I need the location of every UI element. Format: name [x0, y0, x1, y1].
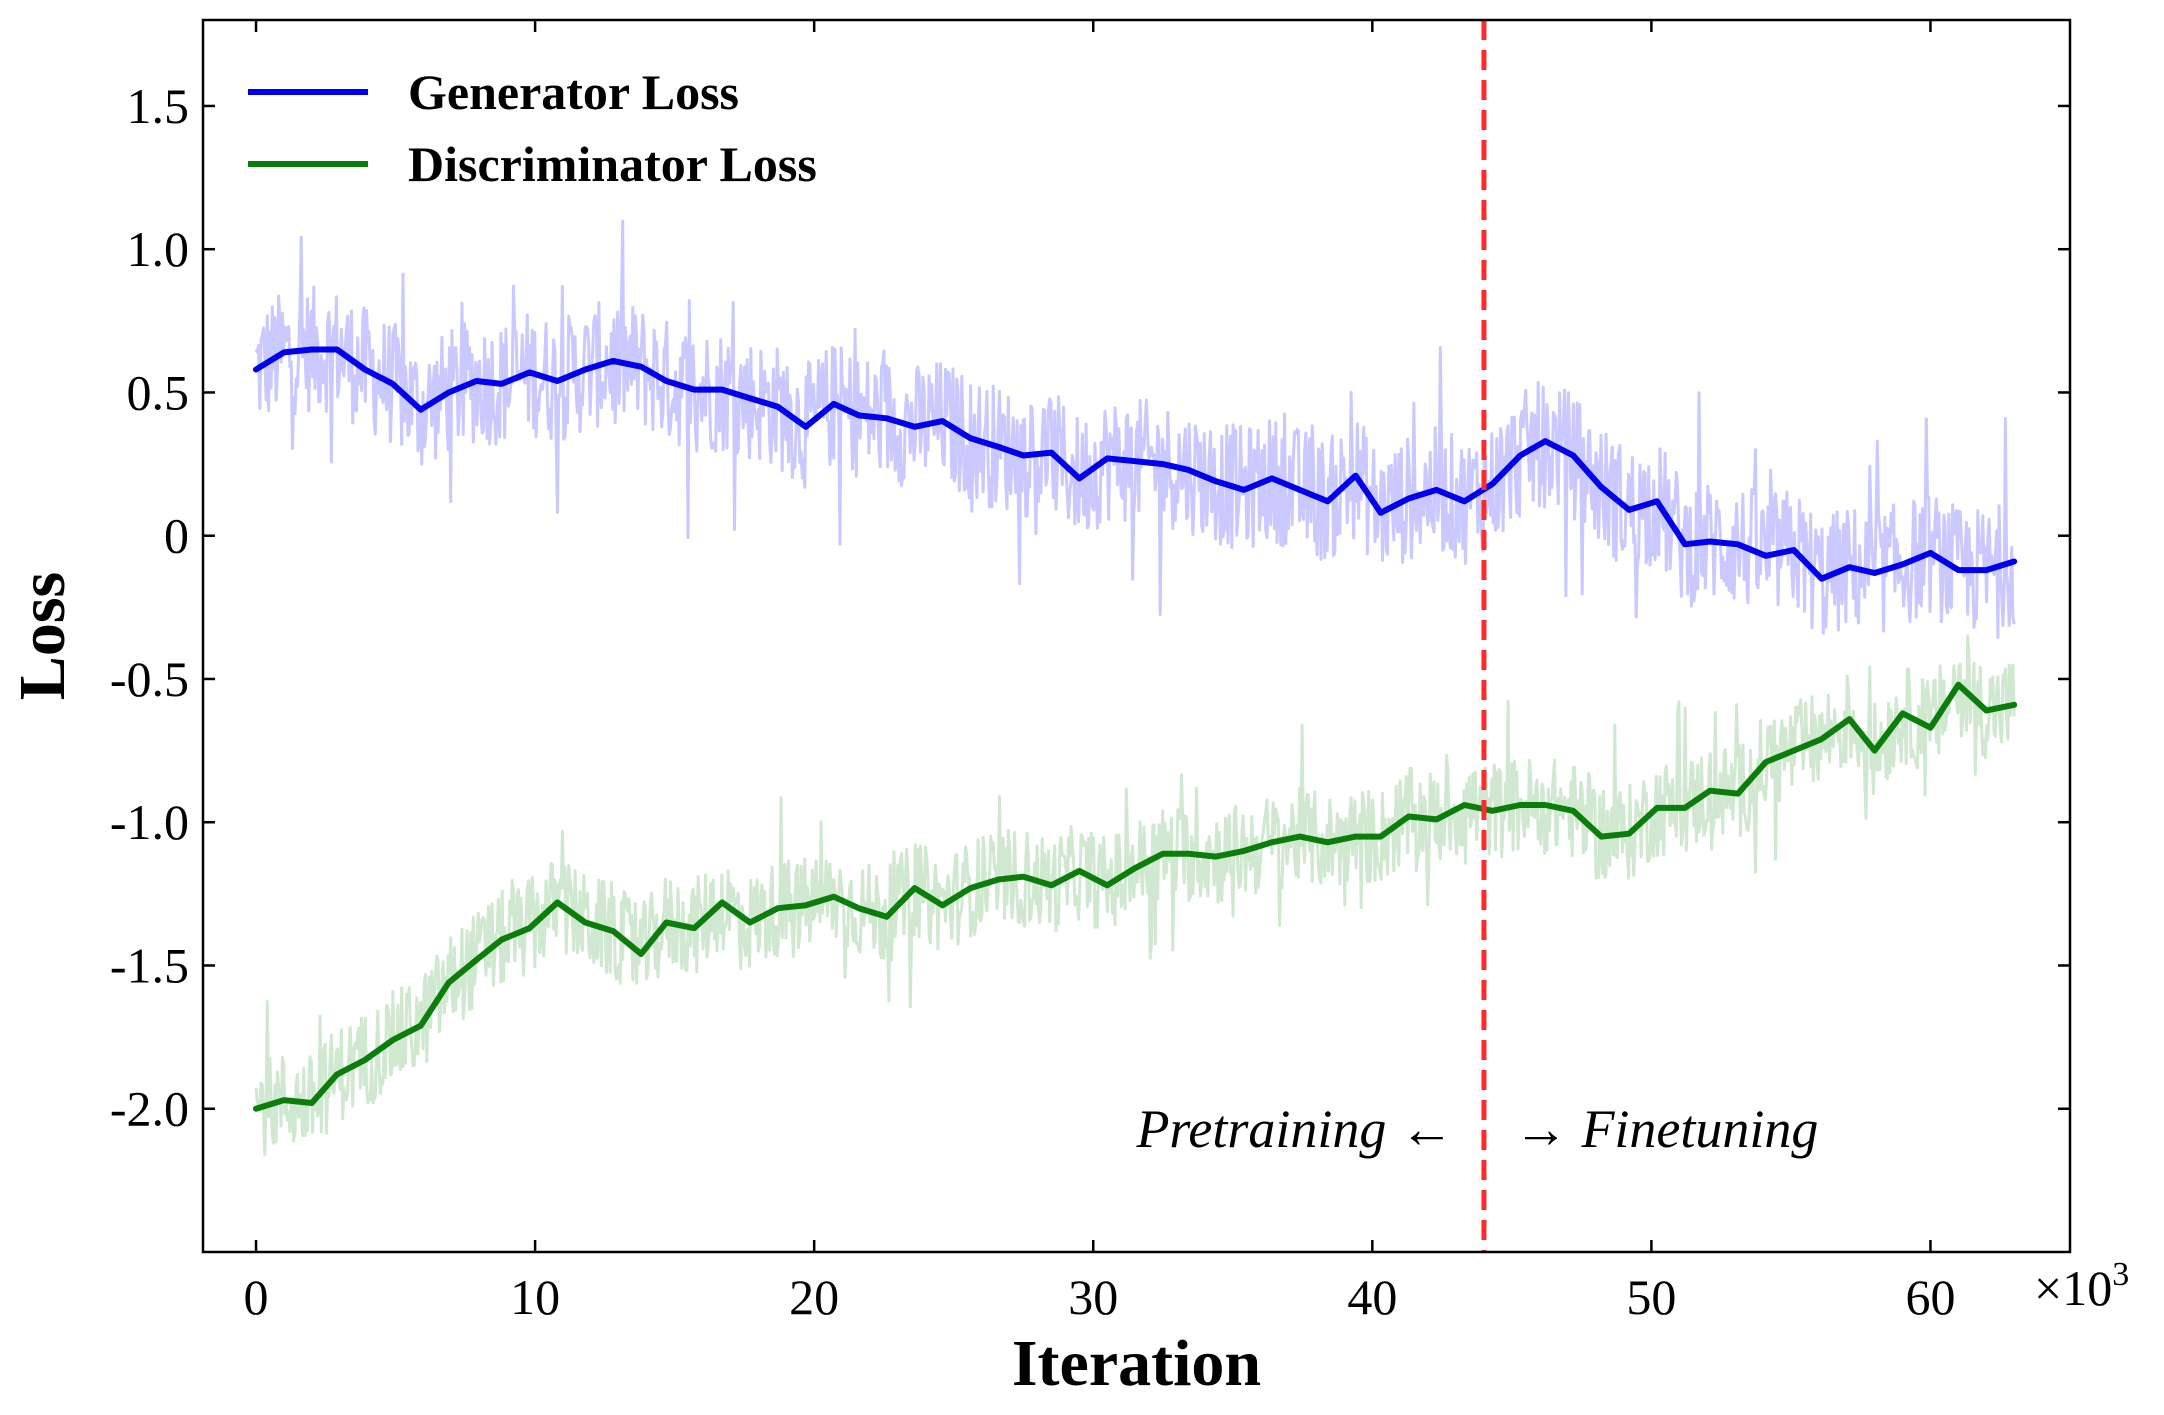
x-tick-label: 60 [1905, 1269, 1955, 1325]
y-tick-label: -1.5 [110, 937, 189, 993]
legend: Generator Loss Discriminator Loss [248, 64, 817, 192]
x-tick-label: 50 [1626, 1269, 1676, 1325]
x-tick-label: 10 [510, 1269, 560, 1325]
x-multiplier-base: ×10 [2034, 1260, 2112, 1316]
y-tick-label: 0.5 [127, 364, 190, 420]
y-tick-label: 1.5 [127, 78, 190, 134]
legend-label-generator: Generator Loss [408, 64, 739, 120]
x-axis-label: Iteration [1012, 1327, 1261, 1400]
x-multiplier-exponent: 3 [2112, 1256, 2129, 1293]
pretraining-annotation: Pretraining ← [1135, 1099, 1454, 1159]
raw-trace-generator [254, 219, 2016, 639]
plot-frame [201, 18, 2072, 1254]
x-tick-label: 20 [789, 1269, 839, 1325]
y-tick-label: 1.0 [127, 221, 190, 277]
x-tick-label: 30 [1068, 1269, 1118, 1325]
y-tick-label: -1.0 [110, 794, 189, 850]
finetuning-annotation: → Finetuning [1514, 1099, 1818, 1159]
raw-trace-discriminator [254, 634, 2016, 1156]
y-tick-label: -0.5 [110, 651, 189, 707]
x-axis-multiplier: ×103 [2034, 1256, 2129, 1316]
noise-bands [254, 219, 2016, 1156]
series-lines [253, 346, 2018, 1112]
x-tick-label: 40 [1347, 1269, 1397, 1325]
legend-label-discriminator: Discriminator Loss [408, 136, 817, 192]
y-tick-label: -2.0 [110, 1081, 189, 1137]
series-line-discriminator [253, 681, 2018, 1112]
axis-ticks: 0 10 20 30 40 50 60 1.5 1.0 0.5 0 -0.5 -1.0 -1.5 -2.0 [110, 20, 2070, 1325]
plot-border [201, 18, 2072, 1254]
y-tick-label: 0 [164, 508, 189, 564]
y-axis-label: Loss [6, 572, 79, 700]
series-line-generator [253, 346, 2018, 582]
x-tick-label: 0 [244, 1269, 269, 1325]
